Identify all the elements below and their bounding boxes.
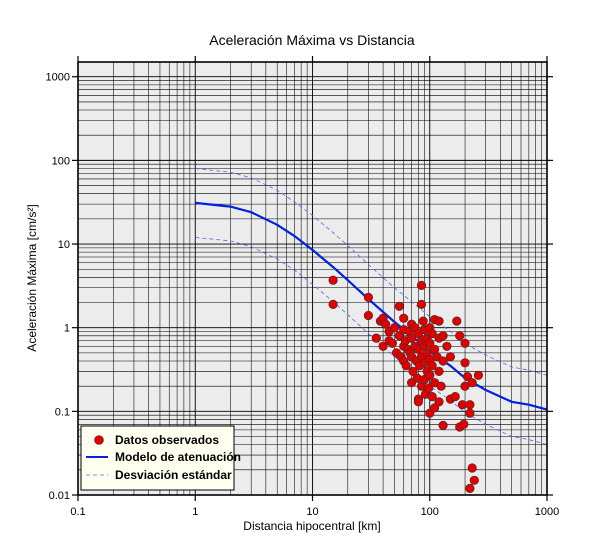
x-tick-label: 0.1	[70, 506, 85, 518]
y-tick-label: 1	[64, 323, 70, 335]
data-point	[459, 419, 469, 429]
data-point	[455, 331, 465, 341]
data-point	[425, 338, 435, 348]
data-point	[407, 333, 417, 343]
legend-label-desviacion: Desviación estándar	[115, 468, 232, 482]
x-tick-label: 1000	[535, 506, 559, 518]
x-tick-label: 100	[421, 506, 439, 518]
data-point	[434, 366, 444, 377]
data-point	[452, 316, 462, 326]
data-point	[467, 378, 477, 388]
data-point	[408, 366, 418, 377]
y-tick-label: 0.1	[55, 406, 70, 418]
data-point	[460, 358, 470, 368]
x-tick-label: 1	[192, 506, 198, 518]
data-point	[460, 338, 470, 348]
y-tick-label: 100	[52, 155, 70, 167]
data-point	[434, 316, 444, 326]
data-point	[378, 341, 388, 351]
data-point	[450, 392, 460, 402]
data-point	[371, 333, 381, 343]
data-point	[436, 381, 446, 391]
data-point	[418, 316, 428, 326]
data-point	[434, 397, 444, 407]
legend-marker-datos	[94, 435, 104, 445]
data-point	[389, 323, 400, 333]
x-tick-label: 10	[306, 506, 318, 518]
data-point	[363, 292, 374, 303]
data-layer	[195, 168, 548, 494]
x-axis-label: Distancia hipocentral [km]	[243, 519, 380, 533]
data-point	[438, 331, 448, 341]
data-point	[438, 356, 448, 366]
model-line	[195, 201, 548, 411]
data-point	[445, 352, 456, 362]
data-point	[462, 372, 473, 382]
data-point	[425, 370, 435, 380]
data-point	[424, 383, 434, 393]
data-point	[381, 319, 391, 329]
data-point	[438, 420, 448, 431]
chart-title: Aceleración Máxima vs Distancia	[209, 32, 415, 48]
data-point	[328, 275, 338, 285]
data-point	[427, 392, 437, 402]
data-point	[394, 301, 404, 311]
data-point	[473, 370, 484, 380]
data-point	[387, 338, 398, 348]
data-point	[469, 475, 479, 485]
data-point	[416, 280, 427, 291]
data-point	[363, 310, 374, 321]
y-tick-label: 1000	[46, 72, 70, 84]
std-dev-line	[195, 237, 548, 445]
data-point	[401, 361, 411, 371]
data-point	[394, 331, 404, 341]
y-axis-label: Aceleración Máxima [cm/s²]	[25, 204, 39, 351]
data-point	[413, 397, 424, 407]
data-point	[442, 341, 452, 351]
legend-label-modelo: Modelo de atenuación	[115, 450, 241, 464]
legend: Datos observados Modelo de atenuación De…	[80, 425, 241, 491]
data-point	[416, 299, 427, 310]
y-tick-label: 0.01	[49, 490, 70, 502]
data-point	[427, 361, 437, 371]
data-point	[465, 400, 475, 410]
data-point	[465, 483, 475, 494]
data-point	[465, 408, 475, 418]
y-tick-label: 10	[58, 239, 70, 251]
data-point	[427, 329, 437, 339]
std-dev-line	[195, 168, 548, 376]
data-point	[328, 299, 338, 310]
data-point	[399, 313, 409, 323]
data-point	[467, 463, 477, 473]
legend-label-datos: Datos observados	[115, 433, 219, 447]
